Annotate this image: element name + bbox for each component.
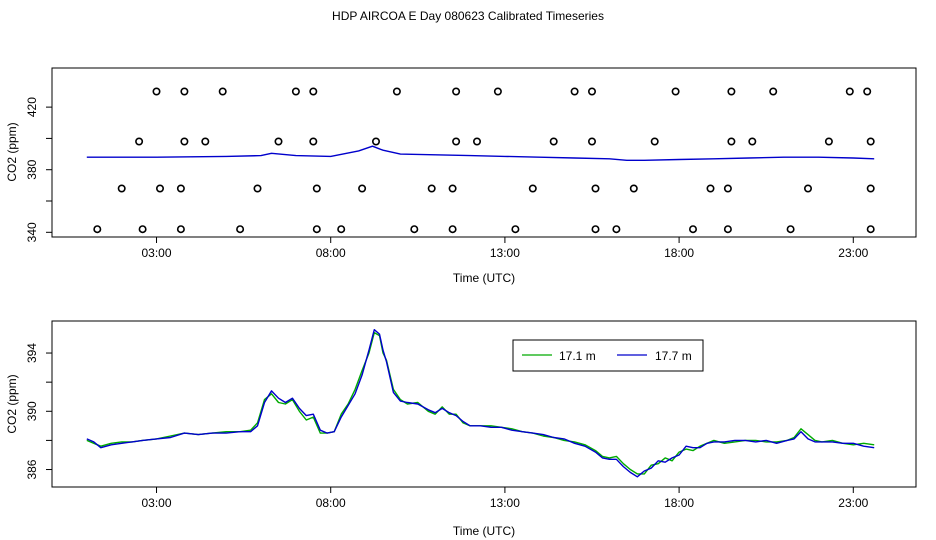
data-point-33 — [528, 184, 537, 193]
data-point-8 — [180, 137, 189, 146]
data-point-1 — [117, 184, 126, 193]
data-point-38 — [591, 184, 600, 193]
data-point-44 — [688, 225, 697, 234]
data-point-25 — [427, 184, 436, 193]
data-point-24 — [410, 225, 419, 234]
data-point-53 — [803, 184, 812, 193]
data-point-20 — [337, 225, 346, 234]
data-point-43 — [671, 87, 680, 96]
data-point-52 — [786, 225, 795, 234]
bottom-axis-ticks: 03:00 08:00 13:00 18:00 23:00 386 390 394 — [25, 343, 869, 510]
x-tick-label-1: 08:00 — [316, 246, 346, 260]
data-point-23 — [392, 87, 401, 96]
data-point-16 — [309, 87, 318, 96]
y-tick-label-1: 380 — [25, 159, 39, 179]
x-tick-label-1: 08:00 — [316, 496, 346, 510]
data-point-47 — [723, 225, 732, 234]
data-point-49 — [727, 87, 736, 96]
bottom-panel: 03:00 08:00 13:00 18:00 23:00 386 390 394 17.1 … — [5, 320, 917, 538]
data-point-31 — [493, 87, 502, 96]
y-tick-label-2: 394 — [25, 343, 39, 363]
legend-label-17-1m: 17.1 m — [559, 349, 596, 363]
y-tick-label-1: 390 — [25, 401, 39, 421]
data-point-13 — [253, 184, 262, 193]
data-point-7 — [176, 225, 185, 234]
x-tick-label-0: 03:00 — [142, 496, 172, 510]
legend-label-17-7m: 17.7 m — [655, 349, 692, 363]
data-point-41 — [629, 184, 638, 193]
data-point-10 — [201, 137, 210, 146]
data-point-40 — [612, 225, 621, 234]
data-point-30 — [472, 137, 481, 146]
data-point-22 — [371, 137, 380, 146]
data-point-17 — [309, 137, 318, 146]
series-line-0 — [86, 145, 875, 161]
top-axis-ticks: 03:00 08:00 13:00 18:00 23:00 340 380 420 — [25, 97, 869, 260]
data-point-6 — [176, 184, 185, 193]
data-point-36 — [587, 87, 596, 96]
data-point-12 — [236, 225, 245, 234]
x-tick-label-3: 18:00 — [664, 246, 694, 260]
data-point-14 — [274, 137, 283, 146]
data-point-55 — [845, 87, 854, 96]
x-tick-label-2: 13:00 — [490, 496, 520, 510]
top-y-axis-label: CO2 (ppm) — [5, 122, 19, 181]
data-point-35 — [570, 87, 579, 96]
data-point-48 — [727, 137, 736, 146]
top-points — [93, 87, 875, 234]
x-tick-label-0: 03:00 — [142, 246, 172, 260]
x-tick-label-4: 23:00 — [838, 496, 868, 510]
data-point-19 — [312, 225, 321, 234]
data-point-15 — [291, 87, 300, 96]
bottom-plot-frame — [51, 320, 917, 488]
data-point-51 — [769, 87, 778, 96]
legend: 17.1 m 17.7 m — [512, 339, 704, 372]
y-tick-label-0: 386 — [25, 459, 39, 479]
data-point-28 — [452, 137, 461, 146]
data-point-29 — [452, 87, 461, 96]
y-tick-label-0: 340 — [25, 222, 39, 242]
data-point-4 — [138, 225, 147, 234]
top-x-axis-label: Time (UTC) — [453, 271, 515, 285]
bottom-x-axis-label: Time (UTC) — [453, 524, 515, 538]
bottom-series — [86, 329, 875, 478]
data-point-11 — [218, 87, 227, 96]
data-point-34 — [549, 137, 558, 146]
top-panel: 03:00 08:00 13:00 18:00 23:00 340 380 420 Time … — [5, 67, 917, 285]
data-point-5 — [156, 184, 165, 193]
top-series — [86, 145, 875, 161]
series-line-0 — [86, 331, 875, 475]
data-point-58 — [866, 184, 875, 193]
data-point-32 — [511, 225, 520, 234]
series-line-1 — [86, 329, 875, 478]
x-tick-label-2: 13:00 — [490, 246, 520, 260]
data-point-59 — [866, 225, 875, 234]
x-tick-label-4: 23:00 — [838, 246, 868, 260]
data-point-21 — [358, 184, 367, 193]
bottom-y-axis-label: CO2 (ppm) — [5, 374, 19, 433]
data-point-45 — [706, 184, 715, 193]
data-point-0 — [93, 225, 102, 234]
data-point-54 — [824, 137, 833, 146]
data-point-9 — [180, 87, 189, 96]
data-point-46 — [723, 184, 732, 193]
data-point-18 — [312, 184, 321, 193]
data-point-37 — [587, 137, 596, 146]
data-point-42 — [650, 137, 659, 146]
data-point-26 — [448, 184, 457, 193]
top-plot-frame — [51, 67, 917, 238]
data-point-56 — [863, 87, 872, 96]
data-point-50 — [748, 137, 757, 146]
data-point-57 — [866, 137, 875, 146]
data-point-3 — [152, 87, 161, 96]
x-tick-label-3: 18:00 — [664, 496, 694, 510]
y-tick-label-2: 420 — [25, 97, 39, 117]
chart-title: HDP AIRCOA E Day 080623 Calibrated Times… — [332, 9, 604, 23]
data-point-27 — [448, 225, 457, 234]
data-point-2 — [135, 137, 144, 146]
data-point-39 — [591, 225, 600, 234]
